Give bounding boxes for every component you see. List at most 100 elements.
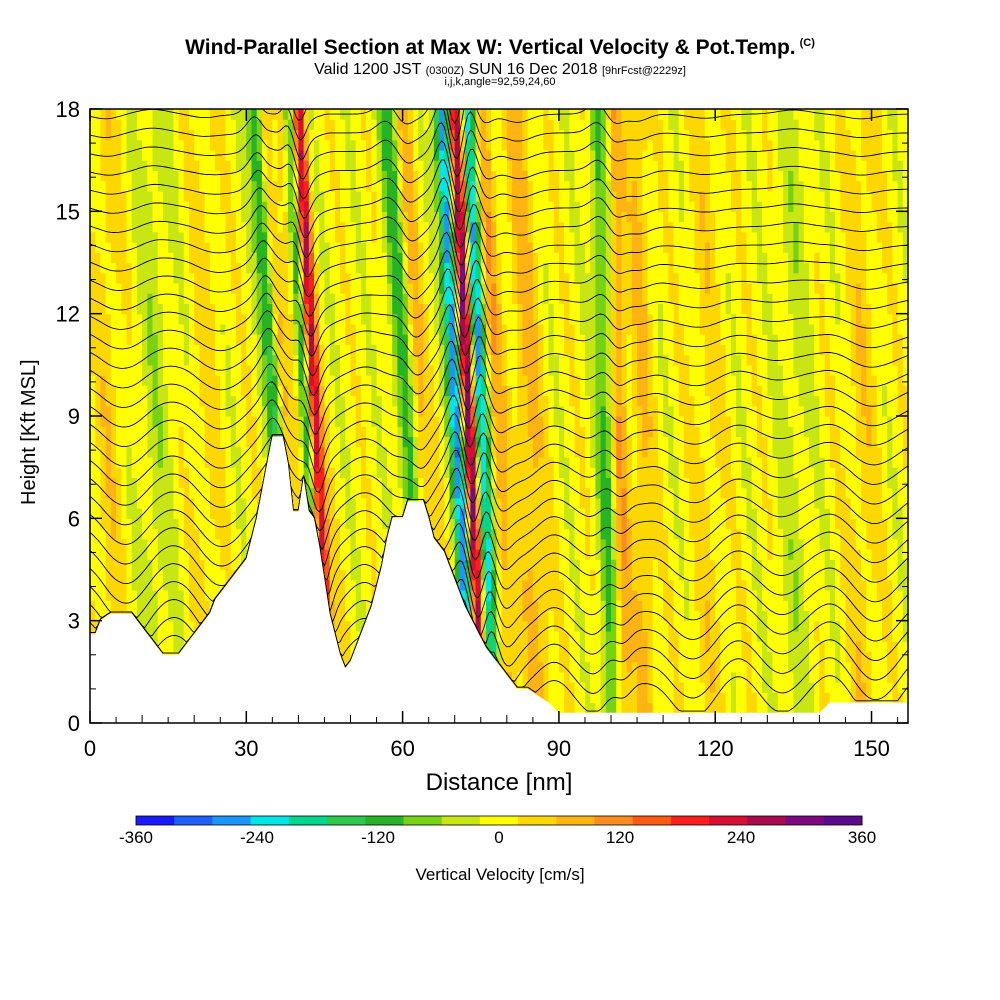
velocity-cell — [95, 201, 102, 212]
velocity-cell — [220, 405, 227, 417]
velocity-cell — [261, 354, 268, 366]
velocity-cell — [188, 231, 195, 243]
velocity-cell — [517, 508, 524, 519]
velocity-cell — [105, 549, 112, 560]
velocity-cell — [470, 252, 477, 264]
velocity-cell — [282, 385, 289, 397]
velocity-cell — [465, 508, 471, 519]
velocity-cell — [110, 211, 117, 223]
velocity-cell — [491, 630, 497, 642]
velocity-cell — [329, 477, 336, 489]
velocity-cell — [131, 436, 138, 448]
velocity-cell — [475, 405, 482, 417]
velocity-cell — [194, 334, 201, 345]
velocity-cell — [136, 190, 143, 202]
velocity-cell — [178, 446, 185, 458]
velocity-cell — [491, 477, 497, 489]
velocity-cell — [475, 323, 482, 335]
velocity-cell — [277, 282, 284, 294]
velocity-cell — [194, 323, 201, 335]
velocity-cell — [506, 446, 513, 458]
velocity-cell — [485, 293, 492, 305]
velocity-cell — [90, 446, 96, 458]
velocity-cell — [199, 201, 206, 212]
velocity-cell — [423, 221, 430, 233]
velocity-cell — [194, 610, 201, 622]
velocity-cell — [407, 180, 414, 192]
velocity-cell — [194, 119, 201, 131]
velocity-cell — [319, 375, 326, 386]
velocity-cell — [418, 436, 425, 448]
velocity-cell — [126, 344, 133, 356]
velocity-cell — [340, 446, 346, 458]
velocity-cell — [386, 221, 393, 233]
velocity-cell — [371, 467, 378, 478]
velocity-cell — [178, 456, 185, 468]
velocity-cell — [402, 446, 409, 458]
velocity-cell — [496, 600, 503, 612]
velocity-cell — [402, 405, 409, 417]
velocity-cell — [376, 559, 383, 571]
velocity-cell — [116, 589, 122, 601]
velocity-cell — [381, 364, 388, 376]
velocity-cell — [147, 395, 154, 407]
velocity-cell — [90, 426, 96, 438]
velocity-cell — [423, 272, 430, 284]
velocity-cell — [303, 375, 310, 386]
velocity-cell — [272, 395, 279, 407]
velocity-cell — [293, 497, 300, 509]
velocity-cell — [319, 497, 326, 509]
velocity-cell — [392, 477, 399, 489]
velocity-cell — [433, 416, 440, 427]
velocity-cell — [475, 160, 482, 171]
velocity-cell — [126, 262, 133, 274]
velocity-cell — [402, 426, 409, 438]
velocity-cell — [235, 385, 242, 397]
velocity-cell — [319, 354, 326, 366]
velocity-cell — [407, 262, 414, 274]
velocity-cell — [428, 436, 435, 448]
velocity-cell — [110, 416, 117, 427]
velocity-cell — [449, 426, 456, 438]
velocity-cell — [480, 385, 487, 397]
velocity-cell — [95, 385, 102, 397]
velocity-cell — [199, 416, 206, 427]
velocity-cell — [506, 456, 513, 468]
velocity-cell — [350, 579, 357, 591]
velocity-cell — [303, 426, 310, 438]
velocity-cell — [381, 538, 388, 550]
velocity-cell — [475, 242, 482, 253]
velocity-cell — [230, 364, 237, 376]
velocity-cell — [371, 416, 378, 427]
velocity-cell — [345, 129, 352, 141]
velocity-cell — [345, 282, 352, 294]
velocity-cell — [272, 221, 279, 233]
velocity-cell — [360, 426, 367, 438]
velocity-cell — [157, 641, 164, 652]
velocity-cell — [459, 334, 466, 345]
velocity-cell — [386, 170, 393, 182]
velocity-cell — [277, 375, 284, 386]
velocity-cell — [131, 487, 138, 499]
velocity-cell — [319, 262, 326, 274]
velocity-cell — [444, 323, 451, 335]
velocity-cell — [251, 364, 258, 376]
velocity-cell — [371, 109, 378, 120]
velocity-cell — [465, 323, 471, 335]
velocity-cell — [506, 303, 513, 315]
velocity-cell — [371, 129, 378, 141]
velocity-cell — [116, 375, 122, 386]
velocity-cell — [428, 139, 435, 151]
velocity-cell — [121, 426, 128, 438]
velocity-cell — [423, 385, 430, 397]
velocity-cell — [501, 139, 508, 151]
velocity-cell — [194, 518, 201, 530]
velocity-cell — [360, 180, 367, 192]
velocity-cell — [173, 487, 180, 499]
velocity-cell — [199, 600, 206, 612]
velocity-cell — [251, 354, 258, 366]
velocity-cell — [428, 252, 435, 264]
velocity-cell — [517, 549, 524, 560]
velocity-cell — [183, 334, 190, 345]
velocity-cell — [251, 211, 258, 223]
